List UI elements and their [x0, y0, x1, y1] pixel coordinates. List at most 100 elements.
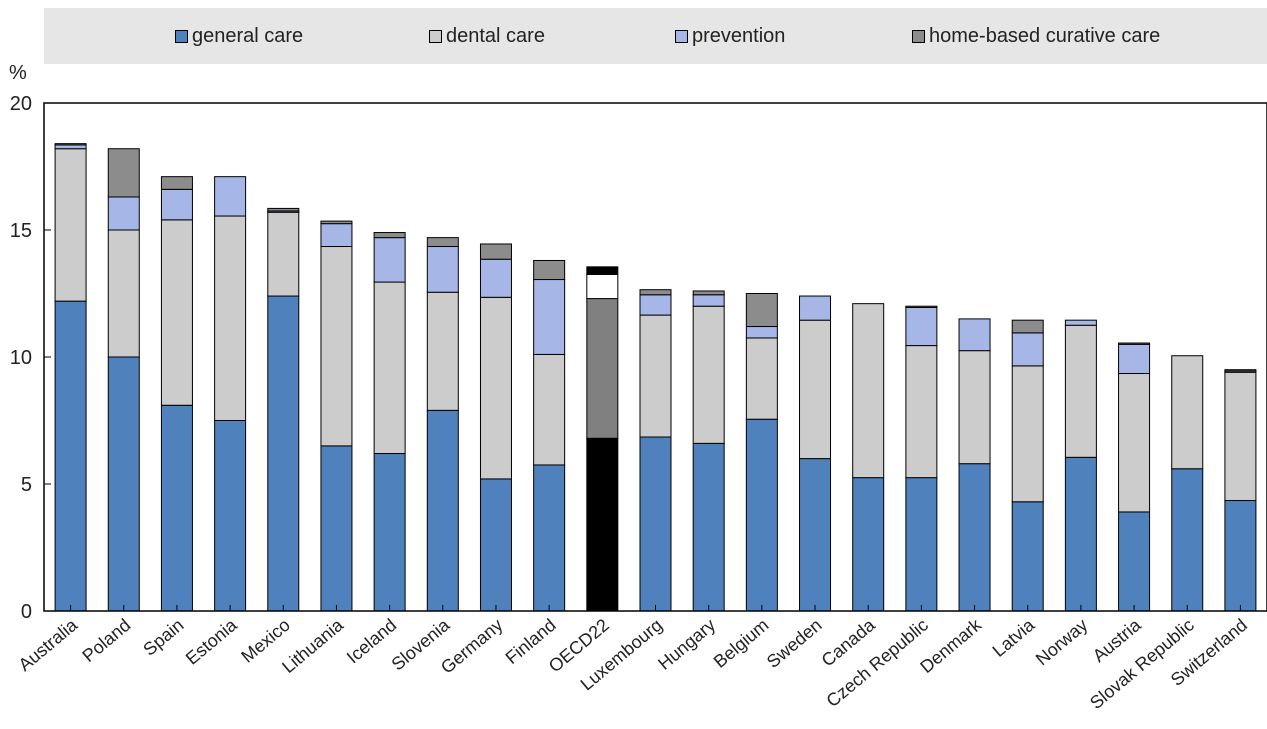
bar-slovenia-home-based-curative-care — [426, 237, 459, 248]
bar-iceland-general-care — [373, 453, 406, 612]
bar-sweden-dental-care — [799, 319, 832, 460]
x-tick-label-spain: Spain — [139, 615, 187, 660]
y-tick-label-20: 20 — [10, 93, 32, 115]
bar-australia-general-care — [54, 300, 87, 612]
bar-norway-general-care — [1064, 456, 1097, 612]
bar-spain-general-care — [160, 404, 193, 612]
bar-norway-prevention — [1064, 319, 1097, 326]
bar-denmark-dental-care — [958, 350, 991, 465]
bar-czech-republic-home-based-curative-care — [905, 305, 938, 308]
y-tick-label-5: 5 — [21, 474, 32, 496]
legend-label-general-care: general care — [192, 24, 304, 47]
bar-hungary-dental-care — [692, 305, 725, 444]
bar-spain-prevention — [160, 188, 193, 221]
bar-slovenia-prevention — [426, 246, 459, 293]
bar-slovak-republic-general-care — [1171, 468, 1204, 612]
bar-hungary-prevention — [692, 294, 725, 307]
bar-luxembourg-dental-care — [639, 314, 672, 438]
legend-swatch-general-care — [175, 29, 188, 43]
bar-hungary-general-care — [692, 442, 725, 612]
bar-slovenia-dental-care — [426, 291, 459, 411]
bar-australia-home-based-curative-care — [54, 143, 87, 146]
legend: general care dental care prevention home… — [44, 8, 1267, 64]
bar-finland-prevention — [533, 279, 566, 355]
bar-latvia-general-care — [1011, 501, 1044, 612]
bar-iceland-dental-care — [373, 281, 406, 455]
bar-spain-home-based-curative-care — [160, 176, 193, 190]
bar-estonia-prevention — [214, 176, 247, 217]
bar-slovak-republic-dental-care — [1171, 355, 1204, 470]
y-tick-label-15: 15 — [10, 220, 32, 242]
bar-denmark-general-care — [958, 463, 991, 612]
legend-swatch-prevention — [675, 29, 688, 43]
bar-mexico-general-care — [267, 295, 300, 612]
bar-oecd22-prevention — [586, 273, 619, 300]
bar-lithuania-general-care — [320, 445, 353, 612]
bar-belgium-home-based-curative-care — [745, 293, 778, 328]
bar-czech-republic-prevention — [905, 306, 938, 347]
bar-mexico-dental-care — [267, 211, 300, 297]
legend-swatch-home-based-curative-care — [912, 29, 925, 43]
legend-swatch-dental-care — [429, 29, 442, 43]
bar-latvia-dental-care — [1011, 365, 1044, 503]
bar-canada-general-care — [852, 477, 885, 612]
bar-luxembourg-general-care — [639, 436, 672, 612]
bar-germany-dental-care — [479, 296, 512, 480]
bar-hungary-home-based-curative-care — [692, 290, 725, 296]
bar-poland-prevention — [107, 196, 140, 231]
bar-germany-general-care — [479, 478, 512, 612]
bar-belgium-dental-care — [745, 337, 778, 420]
bar-mexico-home-based-curative-care — [267, 207, 300, 212]
legend-item-general-care: general care — [175, 8, 303, 64]
bar-austria-dental-care — [1118, 373, 1151, 513]
bar-belgium-general-care — [745, 418, 778, 612]
bar-australia-dental-care — [54, 148, 87, 302]
bar-czech-republic-general-care — [905, 477, 938, 612]
x-tick-label-australia: Australia — [15, 614, 82, 675]
bar-sweden-general-care — [799, 458, 832, 612]
bar-latvia-prevention — [1011, 332, 1044, 367]
bar-germany-prevention — [479, 258, 512, 298]
bar-estonia-general-care — [214, 420, 247, 612]
bar-oecd22-dental-care — [586, 298, 619, 439]
x-tick-label-sweden: Sweden — [763, 615, 826, 672]
bar-spain-dental-care — [160, 219, 193, 406]
bar-iceland-prevention — [373, 237, 406, 283]
bar-oecd22-general-care — [586, 437, 619, 612]
x-tick-label-poland: Poland — [79, 615, 135, 666]
x-tick-label-denmark: Denmark — [916, 614, 986, 677]
bar-austria-prevention — [1118, 343, 1151, 375]
bar-germany-home-based-curative-care — [479, 243, 512, 260]
legend-label-prevention: prevention — [692, 24, 786, 47]
bar-finland-home-based-curative-care — [533, 259, 566, 281]
bar-lithuania-dental-care — [320, 246, 353, 447]
x-tick-label-estonia: Estonia — [182, 614, 242, 669]
bar-slovenia-general-care — [426, 409, 459, 612]
bar-luxembourg-prevention — [639, 294, 672, 316]
bar-canada-dental-care — [852, 303, 885, 479]
y-axis-unit-label: % — [9, 62, 27, 84]
bars-layer — [54, 143, 1257, 612]
legend-item-dental-care: dental care — [429, 8, 545, 64]
legend-item-home-based-curative-care: home-based curative care — [912, 8, 1160, 64]
bar-luxembourg-home-based-curative-care — [639, 289, 672, 296]
bar-lithuania-prevention — [320, 223, 353, 248]
legend-item-prevention: prevention — [675, 8, 785, 64]
bar-belgium-prevention — [745, 326, 778, 339]
bar-finland-dental-care — [533, 353, 566, 466]
legend-label-home-based-curative-care: home-based curative care — [929, 24, 1161, 47]
bar-iceland-home-based-curative-care — [373, 232, 406, 239]
bar-australia-prevention — [54, 144, 87, 150]
bar-czech-republic-dental-care — [905, 345, 938, 479]
bar-oecd22-home-based-curative-care — [586, 266, 619, 275]
bar-estonia-dental-care — [214, 215, 247, 421]
x-tick-label-lithuania: Lithuania — [278, 614, 348, 677]
x-tick-label-hungary: Hungary — [654, 615, 719, 674]
bar-poland-home-based-curative-care — [107, 148, 140, 198]
y-tick-label-0: 0 — [21, 601, 32, 623]
bar-austria-general-care — [1118, 511, 1151, 612]
bar-finland-general-care — [533, 464, 566, 612]
plot-frame — [43, 102, 1267, 612]
bar-lithuania-home-based-curative-care — [320, 220, 353, 225]
